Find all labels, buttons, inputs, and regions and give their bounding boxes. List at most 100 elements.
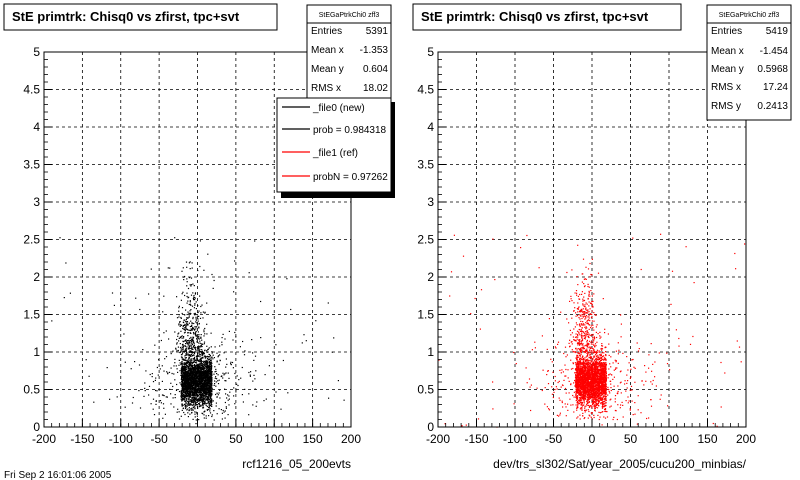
data-point	[185, 362, 187, 364]
data-point	[198, 387, 200, 389]
data-point	[208, 358, 210, 360]
data-point	[203, 351, 205, 353]
y-tick-label: 4	[33, 120, 40, 134]
data-point	[589, 376, 591, 378]
data-point	[195, 398, 197, 400]
data-point	[189, 300, 191, 302]
data-point	[200, 397, 202, 399]
data-point	[206, 365, 208, 367]
data-point	[195, 423, 197, 425]
data-point	[189, 372, 191, 374]
data-point	[242, 401, 244, 403]
data-point	[188, 401, 190, 403]
data-point	[221, 412, 223, 414]
data-point	[593, 414, 595, 416]
data-point	[265, 398, 267, 400]
data-point	[178, 390, 181, 393]
data-point	[181, 399, 183, 401]
data-point	[205, 362, 207, 364]
y-tick-label: 0.5	[23, 383, 40, 397]
data-point	[184, 350, 186, 352]
data-point	[179, 382, 181, 384]
data-point	[197, 407, 199, 409]
data-point	[579, 400, 581, 402]
data-point	[194, 292, 197, 294]
data-point	[195, 330, 197, 332]
data-point	[249, 374, 251, 376]
data-point	[153, 414, 156, 416]
data-point	[225, 358, 227, 360]
data-point	[178, 307, 180, 309]
data-point	[604, 408, 607, 410]
data-point	[193, 401, 195, 403]
data-point	[196, 372, 198, 374]
data-point	[198, 355, 200, 357]
data-point	[181, 337, 183, 339]
data-point	[198, 363, 200, 365]
data-point	[589, 365, 591, 367]
data-point	[193, 296, 195, 298]
data-point	[183, 367, 185, 369]
data-point	[582, 399, 584, 401]
data-point	[210, 373, 212, 375]
data-point	[201, 389, 203, 391]
data-point	[191, 381, 193, 383]
data-point	[602, 362, 604, 364]
data-point	[193, 403, 195, 405]
data-point	[182, 324, 185, 327]
data-point	[236, 383, 238, 385]
data-point	[181, 370, 183, 372]
data-point	[186, 362, 189, 364]
data-point	[196, 388, 198, 390]
data-point	[186, 363, 188, 365]
data-point	[207, 253, 209, 255]
data-point	[604, 408, 606, 410]
data-point	[216, 352, 218, 354]
data-point	[197, 378, 199, 381]
data-point	[588, 364, 590, 366]
data-point	[205, 390, 207, 392]
data-point	[181, 400, 183, 402]
data-point	[205, 385, 207, 387]
data-point	[181, 409, 183, 411]
data-point	[595, 396, 597, 399]
data-point	[203, 331, 205, 333]
data-point	[208, 390, 210, 392]
data-point	[597, 391, 599, 393]
data-point	[602, 405, 604, 408]
data-point	[200, 377, 202, 379]
data-point	[186, 328, 188, 330]
data-point	[178, 337, 180, 339]
data-point	[201, 370, 203, 372]
data-point	[197, 349, 199, 351]
data-point	[194, 372, 196, 374]
data-point	[190, 284, 193, 286]
data-point	[227, 394, 229, 396]
data-point	[280, 408, 282, 410]
data-point	[211, 371, 213, 373]
data-point	[191, 370, 193, 372]
data-point	[197, 388, 199, 390]
data-point	[180, 374, 182, 376]
data-point	[205, 404, 207, 406]
data-point	[577, 373, 579, 375]
data-point	[193, 391, 195, 393]
data-point	[192, 373, 194, 375]
data-point	[180, 390, 182, 392]
data-point	[603, 376, 605, 378]
data-point	[200, 383, 202, 385]
data-point	[598, 384, 600, 386]
data-point	[252, 352, 254, 354]
data-point	[187, 367, 189, 369]
data-point	[197, 318, 199, 320]
data-point	[176, 296, 178, 298]
data-point	[177, 346, 179, 348]
data-point	[189, 390, 191, 392]
data-point	[184, 329, 186, 331]
data-point	[150, 268, 152, 270]
data-point	[200, 361, 202, 363]
data-point	[183, 379, 185, 382]
data-point	[179, 346, 182, 349]
data-point	[190, 375, 192, 377]
data-point	[190, 403, 192, 405]
